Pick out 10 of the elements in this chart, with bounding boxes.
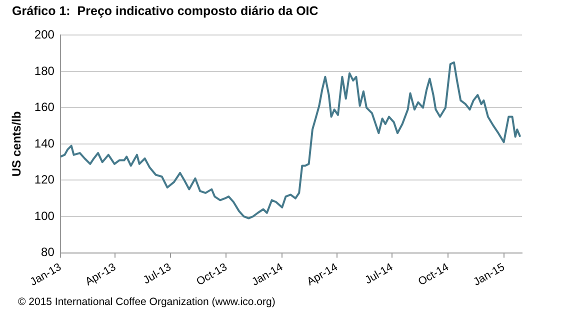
y-tick-label: 180 xyxy=(34,64,55,78)
y-tick-label: 80 xyxy=(41,245,55,260)
y-tick-label: 140 xyxy=(34,136,55,150)
y-tick-label: 120 xyxy=(34,172,55,187)
y-tick-label: 100 xyxy=(34,208,55,223)
y-axis-title: US cents/lb xyxy=(10,111,24,177)
chart-title: Gráfico 1: Preço indicativo composto diário da OIC xyxy=(12,4,318,18)
y-tick-label: 160 xyxy=(34,100,55,114)
y-tick-label: 200 xyxy=(34,28,55,42)
text: © 2015 International Coffee Organization (www.ico.org) xyxy=(18,296,276,308)
